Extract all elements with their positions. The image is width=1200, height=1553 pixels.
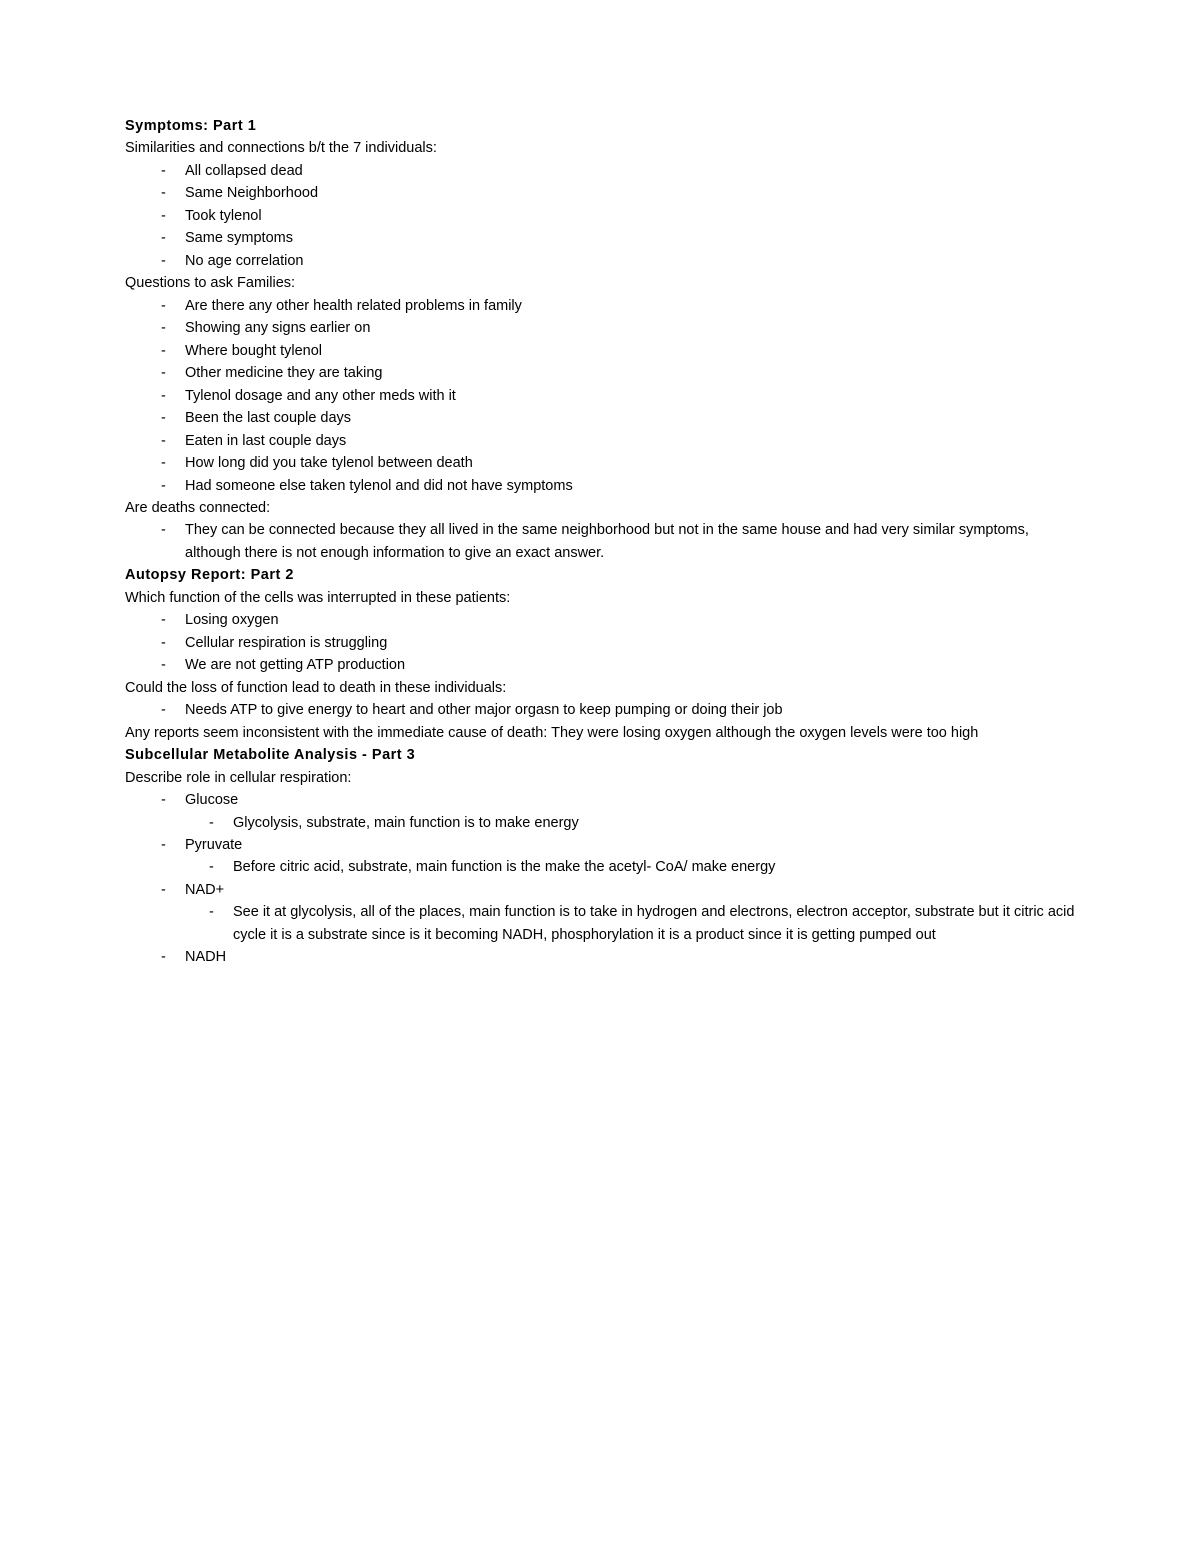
list-item: Where bought tylenol [125, 340, 1075, 362]
list-item: NADH [125, 946, 1075, 968]
function-label: Which function of the cells was interrup… [125, 587, 1075, 609]
list-item: Same Neighborhood [125, 182, 1075, 204]
list-item: Losing oxygen [125, 609, 1075, 631]
inconsistent-text: Any reports seem inconsistent with the i… [125, 722, 1075, 744]
list-item: Tylenol dosage and any other meds with i… [125, 385, 1075, 407]
death-label: Could the loss of function lead to death… [125, 677, 1075, 699]
list-item: Same symptoms [125, 227, 1075, 249]
list-item: Glucose [125, 789, 1075, 811]
list-item: How long did you take tylenol between de… [125, 452, 1075, 474]
list-item: Glycolysis, substrate, main function is … [125, 812, 1075, 834]
list-item: Needs ATP to give energy to heart and ot… [125, 699, 1075, 721]
list-item: See it at glycolysis, all of the places,… [125, 901, 1075, 946]
list-item: Before citric acid, substrate, main func… [125, 856, 1075, 878]
heading-part2: Autopsy Report: Part 2 [125, 564, 1075, 586]
questions-label: Questions to ask Families: [125, 272, 1075, 294]
list-item: Cellular respiration is struggling [125, 632, 1075, 654]
list-item: All collapsed dead [125, 160, 1075, 182]
heading-part3: Subcellular Metabolite Analysis - Part 3 [125, 744, 1075, 766]
document-page: Symptoms: Part 1 Similarities and connec… [0, 0, 1200, 1553]
list-item: Eaten in last couple days [125, 430, 1075, 452]
list-item: NAD+ [125, 879, 1075, 901]
list-item: We are not getting ATP production [125, 654, 1075, 676]
list-item: Other medicine they are taking [125, 362, 1075, 384]
list-item: Showing any signs earlier on [125, 317, 1075, 339]
list-item: They can be connected because they all l… [125, 519, 1075, 564]
connected-label: Are deaths connected: [125, 497, 1075, 519]
heading-part1: Symptoms: Part 1 [125, 115, 1075, 137]
list-item: No age correlation [125, 250, 1075, 272]
list-item: Pyruvate [125, 834, 1075, 856]
list-item: Took tylenol [125, 205, 1075, 227]
list-item: Are there any other health related probl… [125, 295, 1075, 317]
list-item: Been the last couple days [125, 407, 1075, 429]
similarities-label: Similarities and connections b/t the 7 i… [125, 137, 1075, 159]
role-label: Describe role in cellular respiration: [125, 767, 1075, 789]
list-item: Had someone else taken tylenol and did n… [125, 475, 1075, 497]
